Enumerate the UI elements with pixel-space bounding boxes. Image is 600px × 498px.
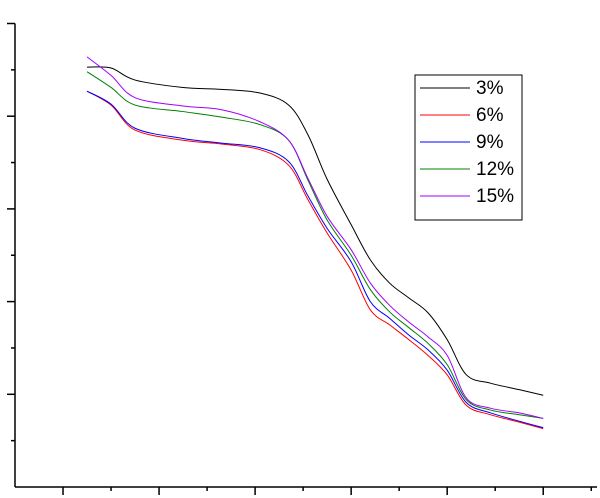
data-line [86,90,544,429]
legend-label: 3% [476,78,504,99]
data-line [86,71,544,419]
legend-label: 9% [476,132,504,153]
legend-label: 6% [476,105,504,126]
data-line [86,56,544,419]
legend-label: 12% [476,159,514,180]
data-line [87,66,544,396]
data-line [86,90,544,430]
legend-label: 15% [476,186,514,207]
